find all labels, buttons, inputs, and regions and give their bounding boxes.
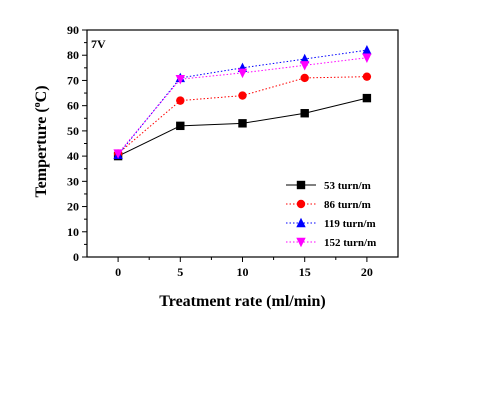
data-point xyxy=(362,93,372,103)
data-point xyxy=(176,121,185,131)
legend-label: 53 turn/m xyxy=(324,180,371,192)
data-point xyxy=(300,53,310,64)
y-tick-label: 30 xyxy=(67,174,79,188)
legend-marker xyxy=(296,217,306,228)
legend-marker xyxy=(296,237,306,248)
y-tick-label: 20 xyxy=(67,200,79,214)
data-point xyxy=(300,109,309,118)
series-152-turn-m xyxy=(113,53,372,159)
data-point xyxy=(362,72,372,81)
legend-item: 152 turn/m xyxy=(286,237,376,249)
x-axis-title: Treatment rate (ml/min) xyxy=(159,293,325,310)
x-tick-label: 20 xyxy=(361,265,373,279)
series-86-turn-m xyxy=(113,72,372,158)
series-line xyxy=(117,76,367,154)
data-point xyxy=(176,96,185,105)
series-53-turn-m xyxy=(113,93,372,161)
y-tick-label: 40 xyxy=(67,149,79,163)
legend-label: 152 turn/m xyxy=(324,237,376,249)
legend: 53 turn/m 86 turn/m 119 turn/m 152 turn/m xyxy=(286,180,376,249)
legend-item: 53 turn/m xyxy=(286,180,371,192)
x-tick-label: 0 xyxy=(115,265,121,279)
y-axis-title: Temperture (oC) xyxy=(32,85,50,197)
y-tick-label: 10 xyxy=(67,225,79,239)
data-point xyxy=(175,74,185,85)
data-point xyxy=(362,44,372,55)
data-point xyxy=(300,73,309,83)
legend-marker xyxy=(296,199,306,209)
legend-item: 86 turn/m xyxy=(286,199,371,211)
data-point xyxy=(300,61,310,71)
y-axis-title-main: Temperture ( xyxy=(33,107,50,197)
x-tick-label: 5 xyxy=(177,265,183,279)
legend-label: 119 turn/m xyxy=(324,218,376,230)
legend-label: 86 turn/m xyxy=(324,199,371,211)
series-119-turn-m xyxy=(113,44,372,160)
y-tick-label: 60 xyxy=(67,99,79,113)
data-point xyxy=(237,68,248,79)
y-tick-label: 70 xyxy=(67,73,79,87)
y-tick-label: 0 xyxy=(73,250,79,264)
data-point xyxy=(113,149,123,159)
x-tick-label: 10 xyxy=(237,265,249,279)
y-tick-label: 80 xyxy=(67,48,79,62)
y-tick-label: 90 xyxy=(67,23,79,37)
plot-area: 0 5 10 15 20 0 10 20 30 40 50 60 70 80 90 xyxy=(67,23,399,279)
y-axis-title-unit: C) xyxy=(33,85,50,102)
y-axis-title-superscript: o xyxy=(32,102,43,107)
legend-marker xyxy=(296,180,306,190)
y-tick-label: 50 xyxy=(67,124,79,138)
x-tick-label: 15 xyxy=(299,265,311,279)
data-point xyxy=(362,53,372,63)
data-point xyxy=(238,119,247,128)
chart-annotation: 7V xyxy=(91,37,106,51)
data-point xyxy=(238,91,247,100)
legend-item: 119 turn/m xyxy=(286,217,376,230)
